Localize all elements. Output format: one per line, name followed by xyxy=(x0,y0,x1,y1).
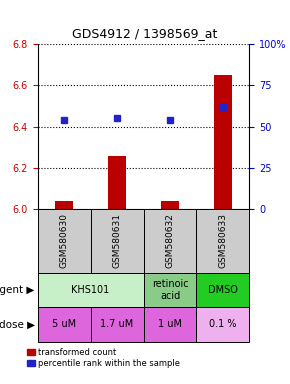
Text: retinoic
acid: retinoic acid xyxy=(152,279,188,301)
Legend: transformed count, percentile rank within the sample: transformed count, percentile rank withi… xyxy=(27,348,180,368)
Bar xyxy=(108,156,126,209)
Text: KHS101: KHS101 xyxy=(72,285,110,295)
Bar xyxy=(161,201,179,209)
Text: GSM580631: GSM580631 xyxy=(113,214,122,268)
Text: 1.7 uM: 1.7 uM xyxy=(100,319,134,329)
Bar xyxy=(55,201,73,209)
Text: 0.1 %: 0.1 % xyxy=(209,319,237,329)
Bar xyxy=(144,307,197,342)
Bar xyxy=(196,273,249,307)
Bar xyxy=(90,209,144,273)
Text: GDS4912 / 1398569_at: GDS4912 / 1398569_at xyxy=(72,27,218,40)
Bar xyxy=(90,307,144,342)
Text: DMSO: DMSO xyxy=(208,285,238,295)
Bar xyxy=(38,209,90,273)
Text: 1 uM: 1 uM xyxy=(158,319,182,329)
Bar xyxy=(196,307,249,342)
Bar xyxy=(196,209,249,273)
Text: agent ▶: agent ▶ xyxy=(0,285,35,295)
Text: GSM580633: GSM580633 xyxy=(218,214,227,268)
Bar xyxy=(144,209,197,273)
Bar xyxy=(214,75,232,209)
Bar xyxy=(38,273,144,307)
Text: dose ▶: dose ▶ xyxy=(0,319,35,329)
Text: GSM580630: GSM580630 xyxy=(60,214,69,268)
Bar xyxy=(38,307,90,342)
Bar xyxy=(144,273,197,307)
Text: 5 uM: 5 uM xyxy=(52,319,76,329)
Text: GSM580632: GSM580632 xyxy=(166,214,175,268)
